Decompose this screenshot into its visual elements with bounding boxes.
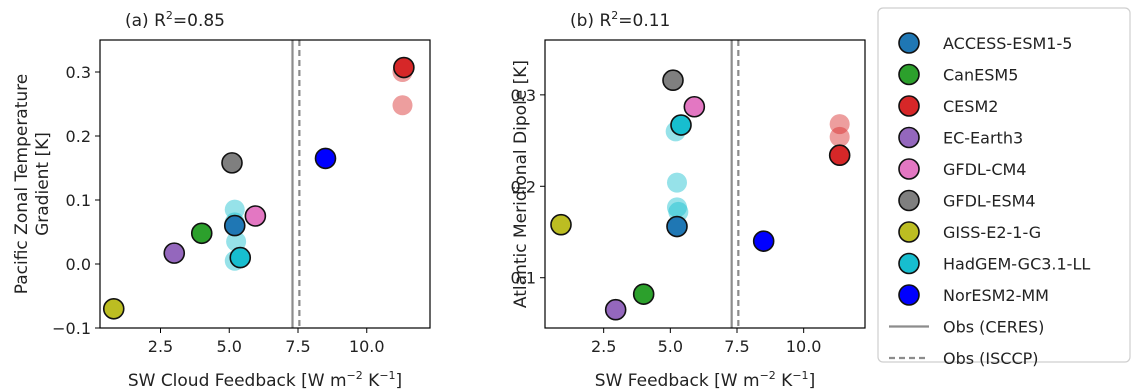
panel-title: (b) R2=0.11	[570, 9, 670, 31]
y-axis-label: Pacific Zonal Temperature	[12, 74, 32, 295]
legend-marker-access-esm1-5	[898, 32, 920, 54]
legend-label: NorESM2-MM	[943, 286, 1049, 305]
legend-marker-canesm5	[898, 63, 920, 86]
point-access-esm1-5	[666, 215, 688, 238]
x-axis-label: SW Feedback [W m−2 K−1]	[595, 369, 815, 390]
panel-b: 2.5 5.0 7.5 10.0 0.1 0.2 0.3 (b) R2=0.11 SW Feed…	[511, 9, 866, 390]
x-axis-label: SW Cloud Feedback [W m−2 K−1]	[128, 369, 402, 390]
panel-a: 2.5 5.0 7.5 10.0 −0.1 0.0 0.1 0.2 0.3 (a) R2=0.85…	[12, 9, 431, 390]
x-tick-label: 7.5	[724, 337, 749, 356]
legend-marker-ec-earth3	[898, 126, 920, 149]
legend-frame	[877, 7, 1131, 363]
point-hadgem-gc3-1-ll	[670, 114, 692, 136]
point-canesm5	[190, 222, 213, 245]
y-tick-label: 0.2	[511, 177, 536, 196]
legend-label: CanESM5	[943, 66, 1018, 85]
legend-marker-gfdl-esm4	[898, 189, 920, 212]
legend-label: ACCESS-ESM1-5	[943, 34, 1072, 53]
legend-label: GFDL-ESM4	[943, 192, 1036, 211]
axes-frame	[99, 39, 431, 329]
legend-label: Obs (ISCCP)	[943, 349, 1039, 368]
legend-label: EC-Earth3	[943, 129, 1023, 148]
x-tick-label: 5.0	[217, 337, 242, 356]
legend-label: HadGEM-GC3.1-LL	[943, 255, 1090, 274]
point-cesm2-faded	[829, 126, 850, 147]
point-hadgem-gc3-1-ll-faded	[667, 197, 687, 218]
point-access-esm1-5	[223, 214, 246, 237]
legend-label: GFDL-CM4	[943, 160, 1026, 179]
x-tick-label: 5.0	[658, 337, 683, 356]
point-noresm2-mm	[314, 147, 337, 170]
x-tick-label: 7.5	[285, 337, 310, 356]
y-axis-label: Atlantic Meridional Dipole [K]	[511, 60, 531, 308]
y-axis-label: Gradient [K]	[33, 132, 53, 236]
point-gfdl-cm4	[683, 95, 706, 118]
y-tick-label: 0.1	[66, 191, 91, 210]
legend-label: CESM2	[943, 97, 998, 116]
point-hadgem-gc3-1-ll-faded	[226, 231, 247, 252]
legend-marker-hadgem-gc3-1-ll	[898, 252, 920, 275]
y-tick-label: −0.1	[52, 319, 91, 338]
x-tick-label: 2.5	[591, 337, 616, 356]
point-giss-e2-1-g	[550, 213, 572, 236]
point-hadgem-gc3-1-ll-faded	[224, 199, 245, 220]
point-noresm2-mm	[752, 230, 775, 252]
point-gfdl-esm4	[221, 152, 243, 174]
point-giss-e2-1-g	[102, 297, 125, 320]
y-tick-label: 0.0	[66, 255, 91, 274]
point-gfdl-esm4	[662, 69, 684, 92]
legend-marker-cesm2	[898, 95, 920, 117]
x-tick-label: 10.0	[349, 337, 385, 356]
axes-frame	[544, 39, 866, 329]
legend-marker-gfdl-cm4	[898, 158, 920, 180]
point-cesm2	[393, 56, 415, 79]
point-canesm5	[632, 283, 655, 305]
y-tick-label: 0.1	[511, 269, 536, 288]
legend-marker-noresm2-mm	[898, 284, 920, 306]
legend-marker-giss-e2-1-g	[898, 221, 920, 243]
y-tick-label: 0.2	[66, 127, 91, 146]
point-ec-earth3	[604, 298, 627, 321]
panel-title: (a) R2=0.85	[125, 9, 225, 31]
legend-label: Obs (CERES)	[943, 318, 1044, 337]
legend-label: GISS-E2-1-G	[943, 223, 1041, 242]
point-cesm2	[828, 144, 851, 166]
y-tick-label: 0.3	[66, 63, 91, 82]
point-ec-earth3	[163, 242, 186, 264]
point-cesm2-faded	[829, 114, 850, 135]
y-tick-label: 0.3	[511, 86, 536, 105]
point-hadgem-gc3-1-ll-faded	[667, 172, 687, 193]
point-cesm2-faded	[392, 95, 413, 116]
legend: ACCESS-ESM1-5 CanESM5 CESM2 EC-Earth3 GFDL-C…	[877, 7, 1131, 368]
point-gfdl-cm4	[244, 205, 267, 227]
x-tick-label: 10.0	[786, 337, 822, 356]
x-tick-label: 2.5	[148, 337, 173, 356]
point-hadgem-gc3-1-ll	[229, 246, 252, 269]
